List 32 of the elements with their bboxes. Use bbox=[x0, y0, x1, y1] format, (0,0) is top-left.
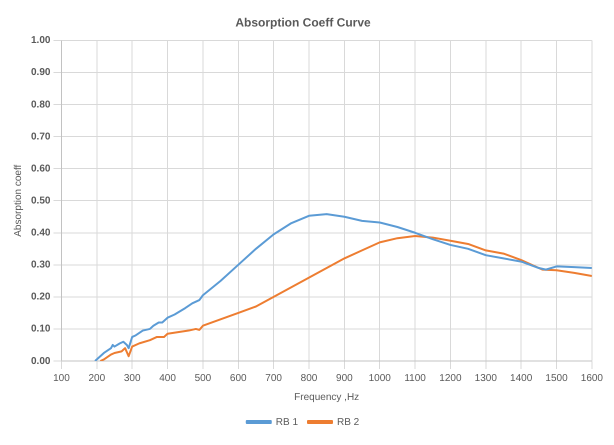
chart-title: Absorption Coeff Curve bbox=[235, 16, 371, 30]
x-tick-label: 800 bbox=[300, 372, 318, 384]
x-tick-label: 500 bbox=[194, 372, 212, 384]
x-tick-label: 1500 bbox=[545, 372, 568, 384]
x-tick-label: 1600 bbox=[580, 372, 604, 384]
y-tick-label: 0.60 bbox=[30, 163, 51, 174]
y-tick-label: 0.40 bbox=[30, 228, 51, 239]
y-tick-label: 0.70 bbox=[30, 131, 51, 142]
x-tick-label: 900 bbox=[336, 372, 354, 384]
x-tick-label: 300 bbox=[124, 372, 141, 384]
y-tick-label: 0.30 bbox=[30, 260, 51, 271]
x-tick-label: 1100 bbox=[404, 372, 426, 384]
x-tick-label: 100 bbox=[53, 372, 70, 384]
x-tick-label: 1000 bbox=[368, 372, 392, 384]
legend-label: RB 1 bbox=[276, 416, 298, 428]
x-tick-label: 200 bbox=[88, 372, 106, 384]
x-axis-title: Frequency ,Hz bbox=[294, 392, 360, 403]
x-tick-label: 700 bbox=[265, 372, 282, 384]
x-tick-label: 400 bbox=[159, 372, 176, 384]
x-tick-label: 1200 bbox=[439, 372, 462, 384]
y-tick-label: 0.50 bbox=[30, 195, 51, 206]
y-axis-title: Absorption coeff bbox=[12, 164, 24, 237]
x-tick-label: 600 bbox=[230, 372, 248, 384]
y-tick-label: 0.10 bbox=[30, 324, 51, 335]
y-tick-label: 0.80 bbox=[30, 99, 51, 110]
y-tick-label: 1.00 bbox=[30, 35, 51, 46]
x-tick-label: 1400 bbox=[510, 372, 533, 384]
y-tick-label: 0.20 bbox=[30, 292, 51, 303]
y-tick-label: 0.90 bbox=[30, 67, 51, 78]
legend-label: RB 2 bbox=[337, 416, 360, 428]
y-tick-label: 0.00 bbox=[30, 356, 51, 367]
x-tick-label: 1300 bbox=[474, 372, 498, 384]
